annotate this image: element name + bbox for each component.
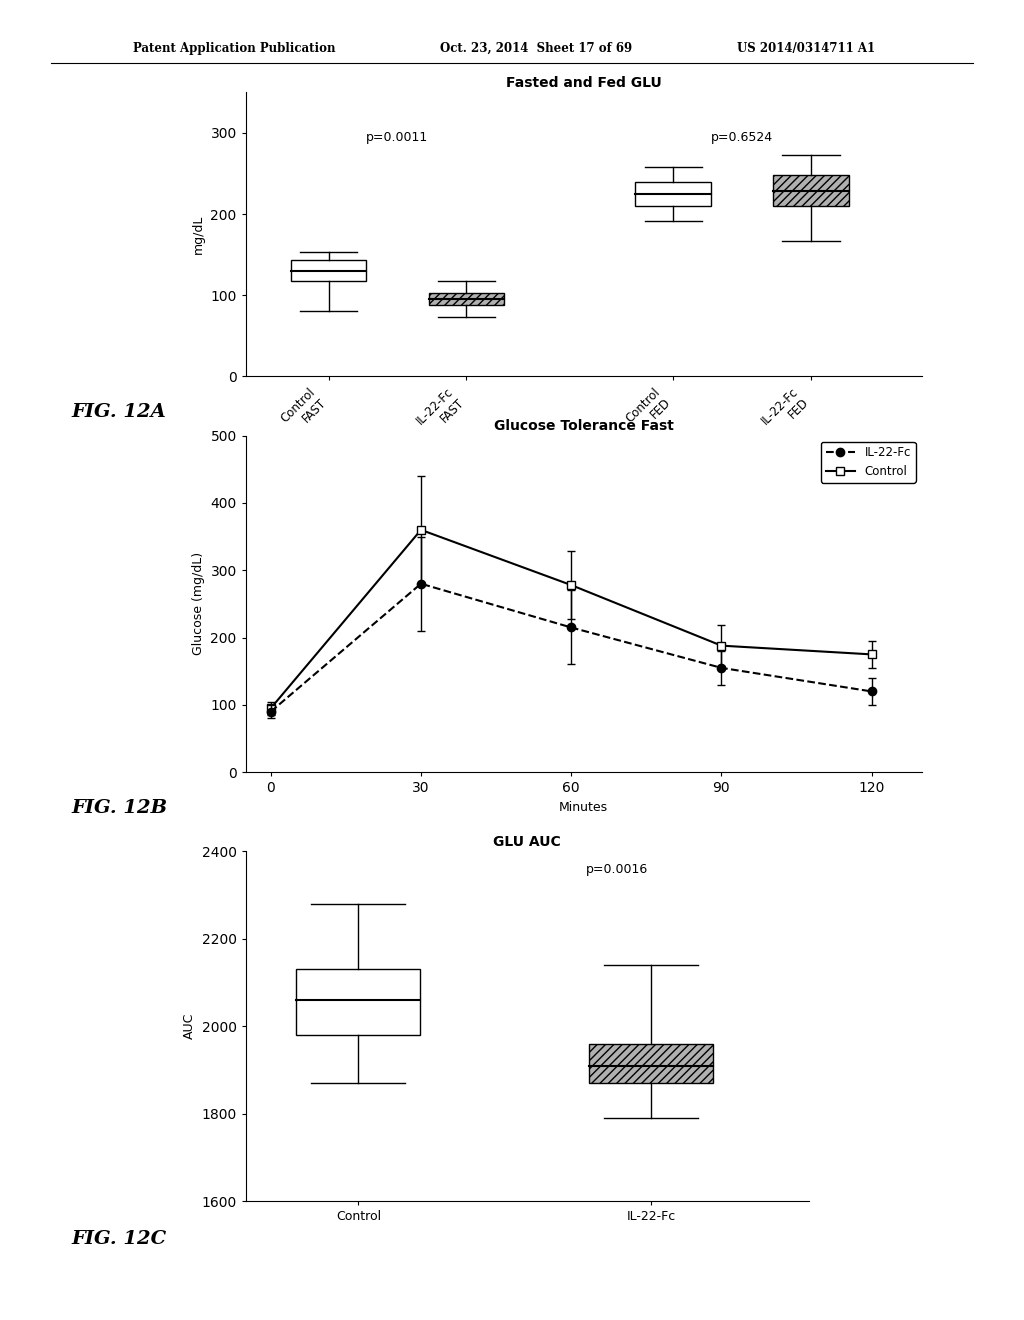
Bar [773,176,849,206]
Bar [428,293,505,305]
Y-axis label: Glucose (mg/dL): Glucose (mg/dL) [191,552,205,656]
Text: FIG. 12C: FIG. 12C [72,1230,167,1249]
Bar [636,182,712,206]
Y-axis label: AUC: AUC [183,1014,196,1039]
Text: p=0.6524: p=0.6524 [712,131,773,144]
Text: Oct. 23, 2014  Sheet 17 of 69: Oct. 23, 2014 Sheet 17 of 69 [440,42,633,55]
Title: Glucose Tolerance Fast: Glucose Tolerance Fast [494,418,674,433]
Title: Fasted and Fed GLU: Fasted and Fed GLU [506,75,662,90]
Text: Patent Application Publication: Patent Application Publication [133,42,336,55]
Bar [297,969,420,1035]
Text: FIG. 12B: FIG. 12B [72,799,168,817]
Bar [590,1044,714,1084]
Title: GLU AUC: GLU AUC [494,834,561,849]
Text: FIG. 12A: FIG. 12A [72,403,167,421]
Text: p=0.0016: p=0.0016 [587,863,648,876]
Legend: IL-22-Fc, Control: IL-22-Fc, Control [821,441,915,483]
Bar [291,260,367,281]
Text: p=0.0011: p=0.0011 [367,131,429,144]
X-axis label: Minutes: Minutes [559,801,608,814]
Y-axis label: mg/dL: mg/dL [191,215,205,253]
Text: US 2014/0314711 A1: US 2014/0314711 A1 [737,42,876,55]
